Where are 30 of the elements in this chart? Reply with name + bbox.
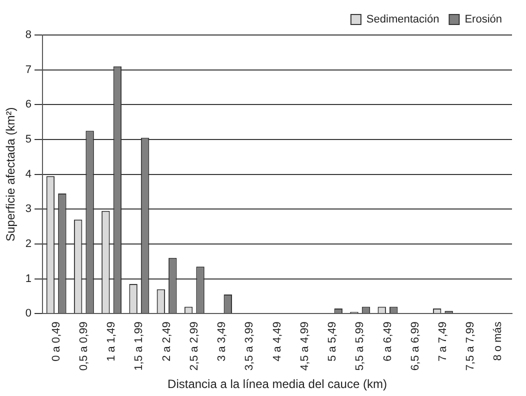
x-tick-label: 2 a 2,49 bbox=[160, 322, 173, 362]
x-tick-label: 5,5 a 5,99 bbox=[354, 322, 366, 371]
x-tick-label: 0,5 a 0,99 bbox=[78, 322, 90, 371]
y-tick-label: 0 bbox=[25, 308, 32, 320]
y-tick-label: 6 bbox=[25, 98, 32, 111]
x-tick-label: 7 a 7,49 bbox=[436, 322, 449, 362]
x-tick-label: 6 a 6,49 bbox=[382, 322, 394, 362]
x-tick-label: 4,5 a 4,99 bbox=[298, 322, 311, 371]
legend-label: Erosión bbox=[464, 14, 502, 26]
x-tick-label: 0 a 0,49 bbox=[50, 322, 62, 362]
y-tick-label: 5 bbox=[25, 134, 32, 146]
y-tick-label: 1 bbox=[25, 272, 32, 285]
legend-label: Sedimentación bbox=[366, 14, 440, 26]
y-axis-title: Superficie afectada (km²) bbox=[4, 107, 18, 242]
x-tick-label: 1,5 a 1,99 bbox=[133, 322, 146, 371]
x-tick-label: 1 a 1,49 bbox=[106, 322, 118, 362]
y-tick-label: 2 bbox=[25, 238, 32, 250]
x-tick-label: 8 o más bbox=[492, 321, 504, 361]
x-tick-label: 6,5 a 6,99 bbox=[409, 322, 422, 371]
y-tick-label: 4 bbox=[25, 168, 32, 180]
x-tick-label: 7,5 a 7,99 bbox=[464, 322, 477, 371]
x-tick-label: 2,5 a 2,99 bbox=[188, 322, 200, 371]
x-tick-label: 5 a 5,49 bbox=[326, 322, 339, 362]
y-tick-label: 7 bbox=[25, 64, 32, 76]
y-tick-label: 8 bbox=[25, 29, 32, 42]
x-tick-label: 4 a 4,49 bbox=[271, 322, 284, 362]
y-tick-label: 3 bbox=[25, 203, 32, 216]
x-tick-label: 3,5 a 3,99 bbox=[244, 322, 256, 371]
x-tick-label: 3 a 3,49 bbox=[216, 322, 228, 362]
x-axis-title: Distancia a la línea media del cauce (km) bbox=[168, 377, 387, 392]
